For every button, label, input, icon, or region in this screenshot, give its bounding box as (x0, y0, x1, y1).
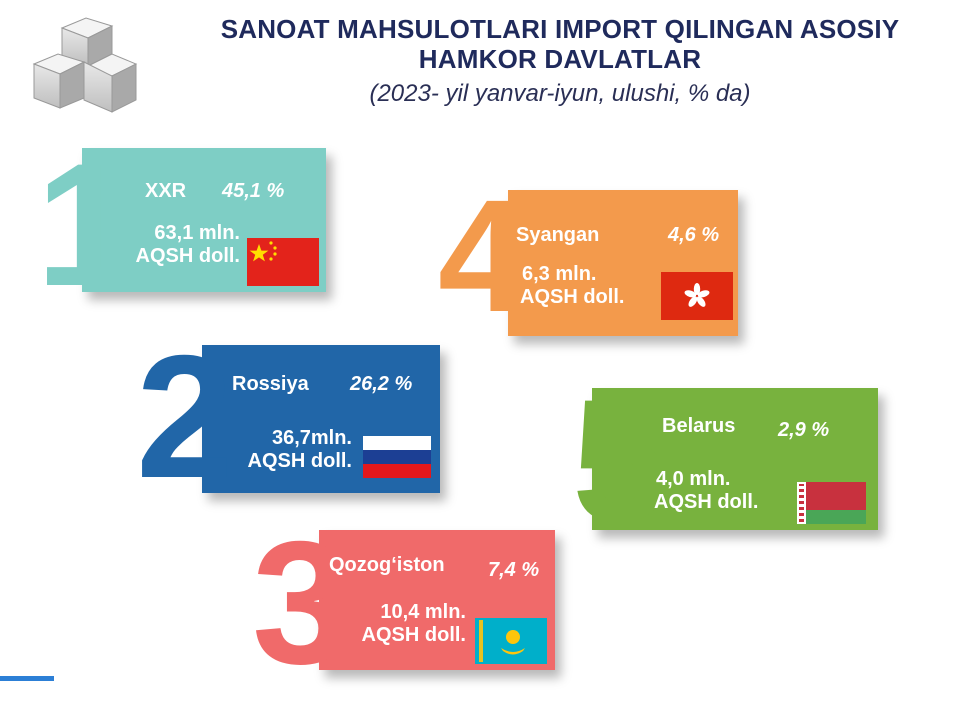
corner-marker (0, 676, 54, 681)
country-name: Rossiya (232, 373, 309, 395)
country-name: Qozog‘iston (329, 554, 445, 576)
rank-number: 5 (572, 364, 670, 559)
amount-value: 10,4 mln. (380, 601, 466, 623)
rank-number: 4 (438, 166, 527, 345)
import-amount: 4,0 mln. AQSH doll. (654, 468, 794, 514)
amount-unit: AQSH doll. (361, 624, 466, 646)
rank-number: 1 (36, 128, 134, 323)
share-percent: 7,4 % (488, 559, 540, 581)
import-amount: 6,3 mln. AQSH doll. (520, 263, 650, 309)
title-line-2: HAMKOR DAVLATLAR (418, 44, 702, 74)
rank-number: 2 (136, 320, 234, 515)
country-name: XXR (145, 180, 187, 202)
russia-flag-icon (363, 436, 431, 478)
country-name: Belarus (662, 415, 736, 437)
import-amount: 63,1 mln. AQSH doll. (104, 222, 240, 268)
belarus-flag-icon (797, 482, 866, 524)
page-title: SANOAT MAHSULOTLARI IMPORT QILINGAN ASOS… (180, 14, 940, 74)
amount-value: 36,7mln. (271, 427, 352, 449)
page-subtitle: (2023- yil yanvar-iyun, ulushi, % da) (369, 80, 751, 107)
country-name: Syangan (516, 224, 600, 246)
share-percent: 26,2 % (350, 373, 413, 395)
amount-value: 63,1 mln. (154, 222, 240, 244)
amount-value: 4,0 mln. (656, 468, 731, 490)
amount-unit: AQSH doll. (654, 491, 759, 513)
amount-unit: AQSH doll. (135, 245, 240, 267)
title-line-1: SANOAT MAHSULOTLARI IMPORT QILINGAN ASOS… (220, 14, 900, 44)
share-percent: 4,6 % (668, 224, 720, 246)
amount-unit: AQSH doll. (520, 286, 625, 308)
amount-unit: AQSH doll. (247, 450, 352, 472)
china-flag-icon (247, 238, 319, 286)
share-percent: 2,9 % (778, 419, 830, 441)
import-amount: 10,4 mln. AQSH doll. (326, 601, 466, 647)
cubes-icon (32, 17, 138, 113)
amount-value: 6,3 mln. (522, 263, 597, 285)
rank-number: 3 (252, 506, 350, 701)
share-percent: 45,1 % (222, 180, 285, 202)
hong-kong-flag-icon (661, 272, 733, 320)
kazakhstan-flag-icon (475, 618, 547, 664)
import-amount: 36,7mln. AQSH doll. (218, 427, 352, 473)
